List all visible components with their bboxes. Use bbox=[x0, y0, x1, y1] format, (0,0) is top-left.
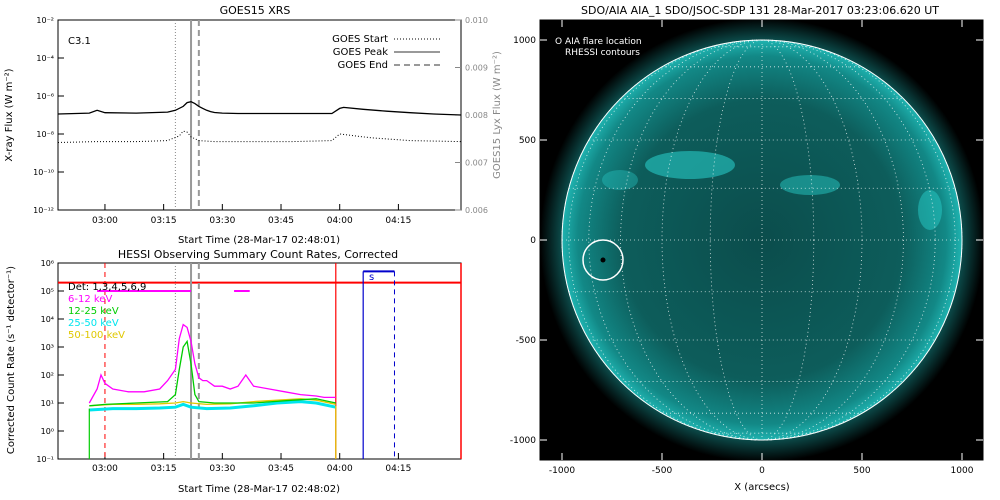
active-region-4 bbox=[602, 170, 638, 190]
goes-panel: GOES15 XRS 10⁻¹² 10⁻¹⁰ 10⁻⁸ 10⁻⁶ 10⁻⁴ 10⁻² 0.… bbox=[4, 4, 503, 246]
goes-plot-frame bbox=[57, 19, 462, 211]
hessi-band-25-50: 25-50 keV bbox=[68, 318, 119, 329]
goes-y-tick-label: 10⁻⁸ bbox=[36, 130, 54, 139]
aia-xlabel: X (arcsecs) bbox=[734, 482, 790, 493]
hessi-series-12-25 bbox=[89, 339, 336, 407]
aia-y-tick-label: -1000 bbox=[510, 436, 536, 446]
aia-x-tick-label: -1000 bbox=[549, 466, 575, 476]
hessi-y-tick-label: 10⁴ bbox=[41, 315, 54, 324]
hessi-y-tick-label: 10⁶ bbox=[41, 259, 54, 268]
hessi-title: HESSI Observing Summary Count Rates, Cor… bbox=[118, 248, 398, 261]
goes-y-tick-label: 10⁻⁴ bbox=[36, 54, 54, 63]
aia-legend-rhessi: RHESSI contours bbox=[565, 48, 640, 58]
hessi-x-axis: 03:00 03:15 03:30 03:45 04:00 04:15 bbox=[92, 453, 411, 474]
goes-series-short bbox=[57, 130, 462, 143]
goes-xlabel: Start Time (28-Mar-17 02:48:01) bbox=[178, 235, 340, 246]
aia-y-tick-label: 1000 bbox=[513, 36, 536, 46]
hessi-x-tick-label: 04:00 bbox=[327, 464, 353, 474]
hessi-x-tick-label: 03:45 bbox=[268, 464, 294, 474]
aia-x-tick-label: 1000 bbox=[951, 466, 974, 476]
aia-flare-dot bbox=[600, 257, 606, 263]
goes-series bbox=[57, 101, 462, 143]
goes-x-tick-label: 04:15 bbox=[385, 216, 411, 226]
hessi-xlabel: Start Time (28-Mar-17 02:48:02) bbox=[178, 484, 340, 495]
aia-longitude-line bbox=[709, 39, 815, 441]
hessi-y-axis: 10⁻¹ 10⁰ 10¹ 10² 10³ 10⁴ 10⁵ 10⁶ bbox=[36, 259, 64, 464]
hessi-y-tick-label: 10⁰ bbox=[41, 427, 54, 436]
aia-limb-line bbox=[561, 39, 963, 441]
hessi-band-50-100: 50-100 keV bbox=[68, 330, 125, 341]
goes-x-tick-label: 03:00 bbox=[92, 216, 118, 226]
hessi-y-tick-label: 10² bbox=[41, 371, 54, 380]
active-region-1 bbox=[645, 151, 735, 179]
hessi-x-tick-label: 04:15 bbox=[385, 464, 411, 474]
hessi-x-tick-label: 03:15 bbox=[151, 464, 177, 474]
aia-x-tick-label: 500 bbox=[853, 466, 870, 476]
goes-y2-tick-label: 0.010 bbox=[465, 16, 488, 25]
aia-y-tick-label: 500 bbox=[519, 136, 536, 146]
goes-x-tick-label: 04:00 bbox=[327, 216, 353, 226]
goes-y-tick-label: 10⁻¹² bbox=[33, 206, 54, 215]
goes-series-long bbox=[57, 101, 462, 116]
aia-longitude-line bbox=[661, 39, 863, 441]
goes-y-tick-label: 10⁻⁶ bbox=[36, 92, 54, 101]
goes-x-axis: 03:00 03:15 03:30 03:45 04:00 04:15 bbox=[92, 204, 411, 226]
goes-ylabel-right: GOES15 Lyx Flux (W m⁻²) bbox=[492, 51, 503, 179]
hessi-band-12-25: 12-25 keV bbox=[68, 306, 119, 317]
aia-y-tick-label: 0 bbox=[530, 236, 536, 246]
goes-legend: GOES Start GOES Peak GOES End bbox=[332, 34, 440, 71]
goes-time-markers bbox=[174, 20, 200, 210]
hessi-x-tick-label: 03:30 bbox=[209, 464, 235, 474]
aia-legend-flare: O AIA flare location bbox=[555, 37, 642, 47]
active-region-2 bbox=[780, 175, 840, 195]
goes-legend-start: GOES Start bbox=[332, 34, 388, 45]
hessi-s-label: s bbox=[369, 272, 374, 283]
hessi-det-label: Det: 1,3,4,5,6,9 bbox=[68, 282, 146, 293]
aia-x-tick-label: 0 bbox=[759, 466, 765, 476]
goes-flare-class: C3.1 bbox=[68, 36, 91, 47]
hessi-y-tick-label: 10³ bbox=[41, 343, 54, 352]
aia-axes: -1000 -500 0 500 1000 -1000 -500 0 500 1000 bbox=[510, 20, 983, 476]
goes-legend-end: GOES End bbox=[338, 60, 388, 71]
hessi-y-tick-label: 10¹ bbox=[41, 399, 54, 408]
goes-x-tick-label: 03:15 bbox=[151, 216, 177, 226]
hessi-band-6-12: 6-12 keV bbox=[68, 294, 112, 305]
goes-y-tick-label: 10⁻¹⁰ bbox=[33, 168, 54, 177]
hessi-x-tick-label: 03:00 bbox=[92, 464, 118, 474]
aia-y-tick-label: -500 bbox=[516, 336, 537, 346]
goes-ylabel-left: X-ray Flux (W m⁻²) bbox=[4, 68, 15, 161]
aia-x-tick-label: -500 bbox=[652, 466, 673, 476]
aia-panel: SDO/AIA AIA_1 SDO/JSOC-SDP 131 28-Mar-20… bbox=[510, 4, 984, 493]
hessi-series bbox=[88, 323, 337, 459]
active-region-3 bbox=[918, 190, 942, 230]
goes-y-tick-label: 10⁻² bbox=[36, 16, 54, 25]
goes-y2-tick-label: 0.006 bbox=[465, 206, 488, 215]
hessi-series-25-50 bbox=[89, 400, 337, 412]
hessi-panel: HESSI Observing Summary Count Rates, Cor… bbox=[6, 248, 462, 495]
goes-x-tick-label: 03:45 bbox=[268, 216, 294, 226]
goes-y2-tick-label: 0.008 bbox=[465, 111, 488, 120]
goes-x-tick-label: 03:30 bbox=[209, 216, 235, 226]
goes-title: GOES15 XRS bbox=[220, 4, 291, 17]
hessi-series-50-100 bbox=[89, 398, 336, 407]
goes-y2-tick-label: 0.009 bbox=[465, 64, 488, 73]
hessi-y-tick-label: 10⁻¹ bbox=[36, 455, 54, 464]
goes-legend-peak: GOES Peak bbox=[333, 47, 388, 58]
goes-y-axis: 10⁻¹² 10⁻¹⁰ 10⁻⁸ 10⁻⁶ 10⁻⁴ 10⁻² bbox=[33, 16, 64, 215]
hessi-ylabel: Corrected Count Rate (s⁻¹ detector⁻¹) bbox=[6, 266, 17, 454]
hessi-series-6-12 bbox=[88, 323, 336, 404]
goes-y2-tick-label: 0.007 bbox=[465, 159, 488, 168]
hessi-y-tick-label: 10⁵ bbox=[41, 287, 54, 296]
aia-title: SDO/AIA AIA_1 SDO/JSOC-SDP 131 28-Mar-20… bbox=[581, 4, 939, 17]
aia-flare-circle bbox=[582, 239, 624, 281]
hessi-legend: Det: 1,3,4,5,6,9 6-12 keV 12-25 keV 25-5… bbox=[68, 282, 146, 341]
aia-active-regions bbox=[602, 151, 942, 230]
aia-longitude-line bbox=[620, 39, 904, 441]
